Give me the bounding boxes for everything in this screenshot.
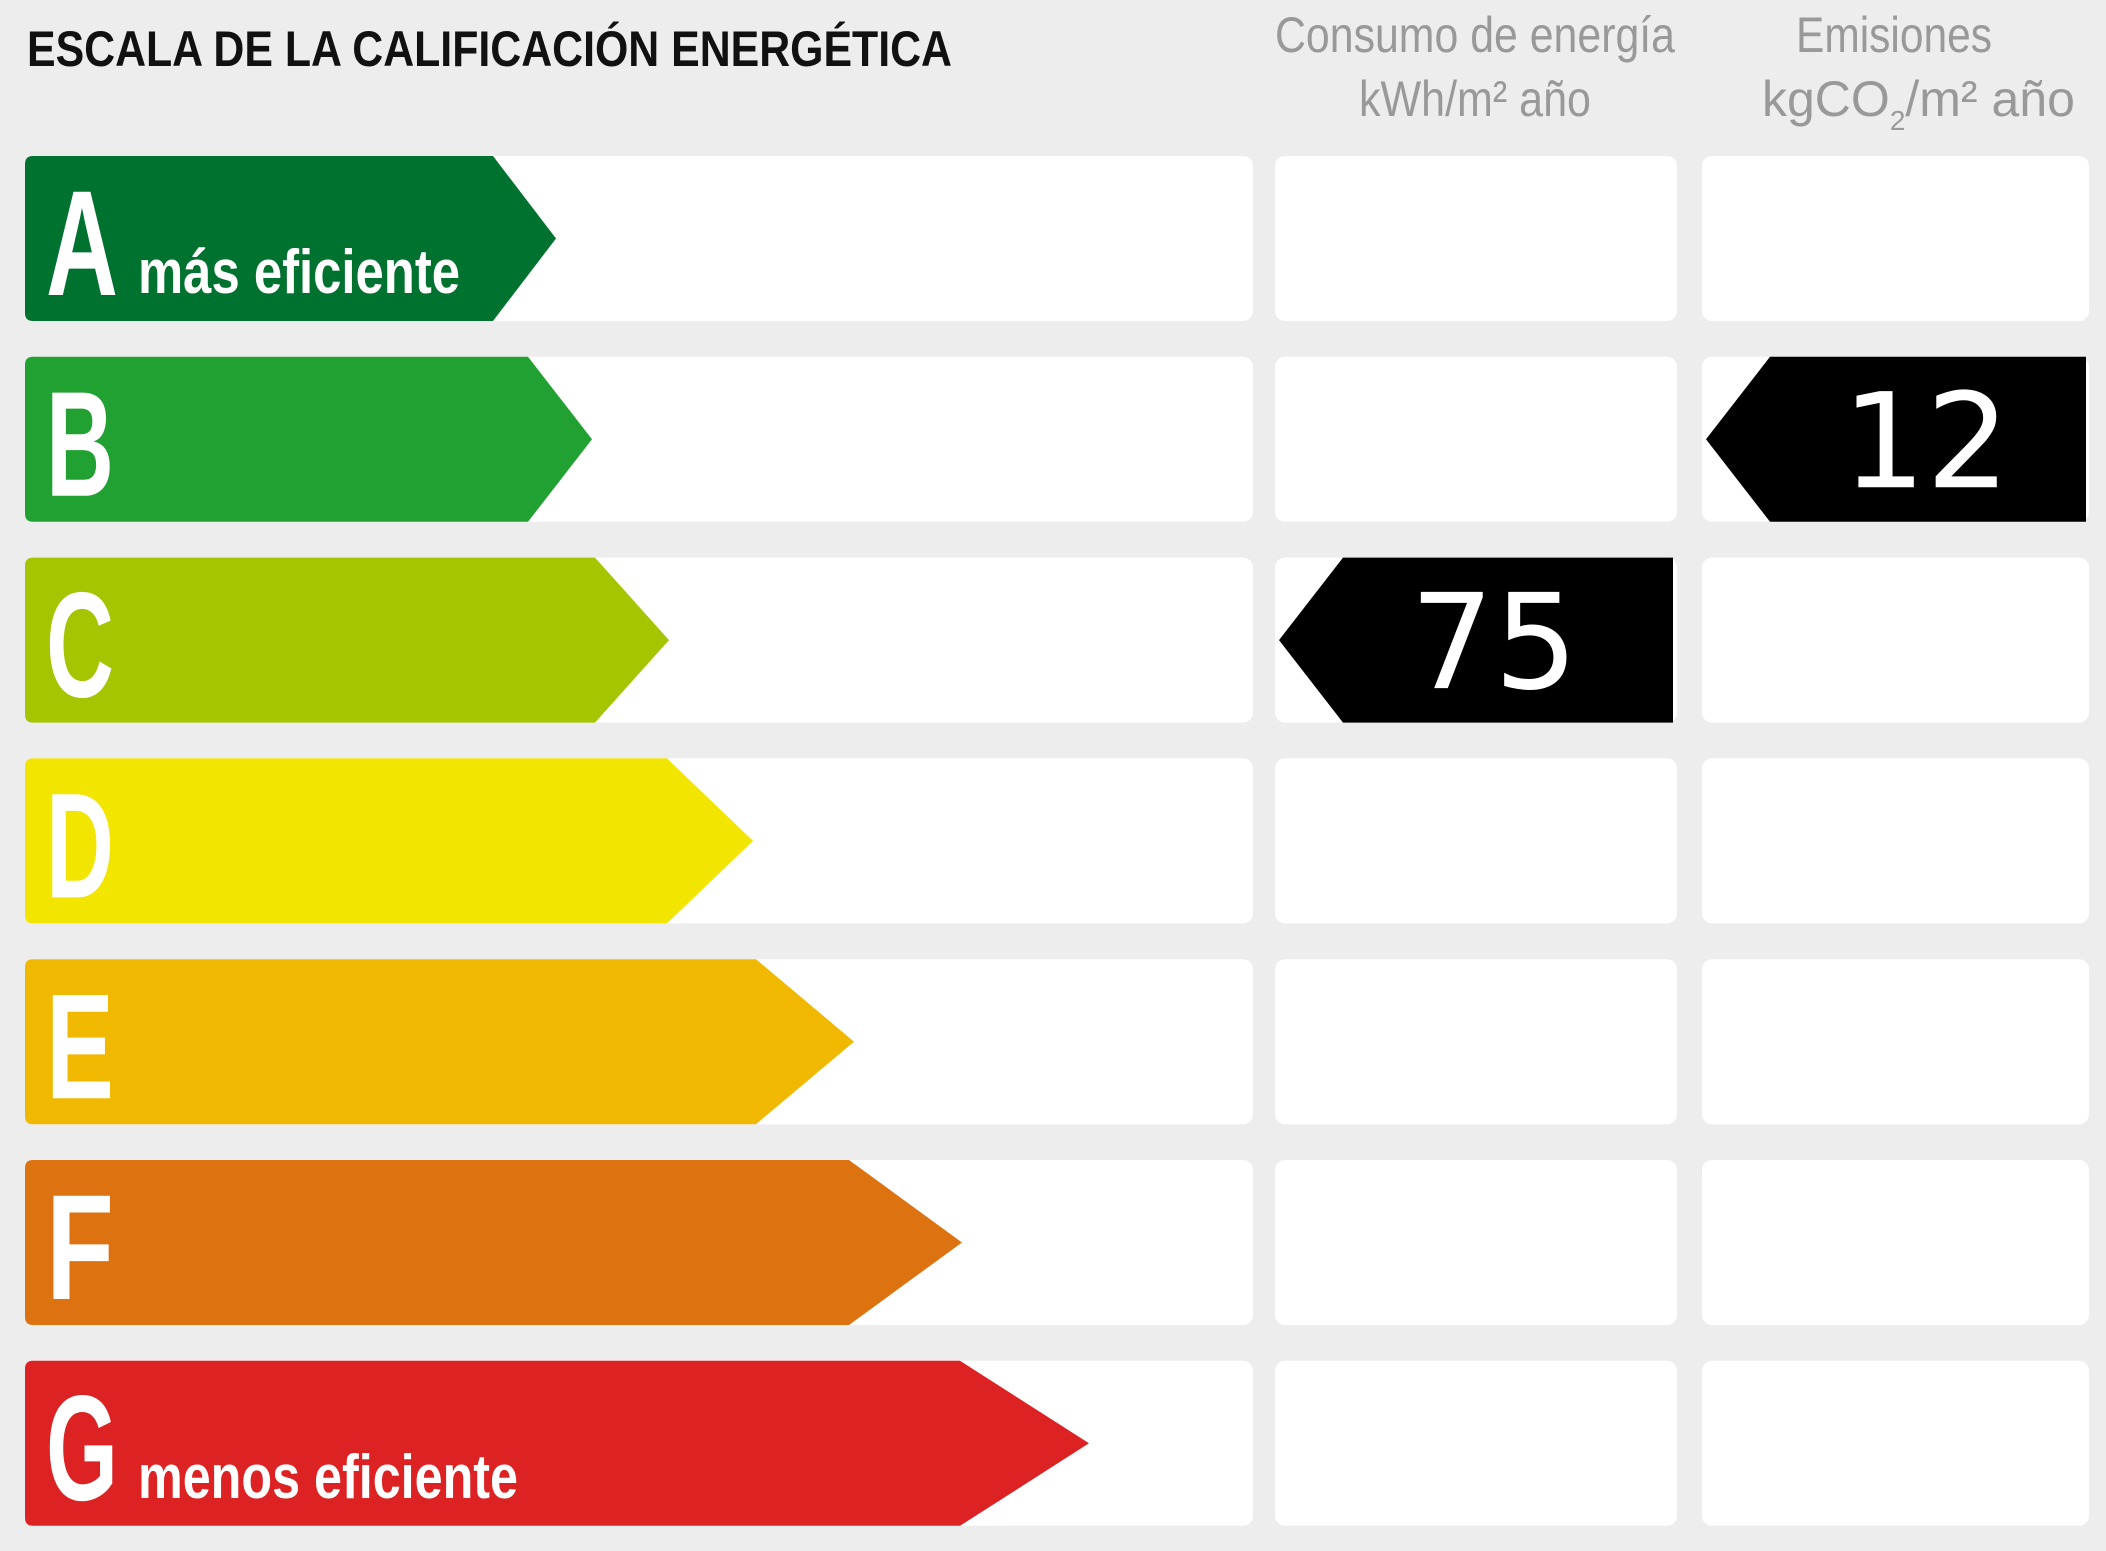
emisiones-unit-sub: 2 [1890, 105, 1906, 136]
emisiones-indicator-arrow [1706, 356, 2086, 522]
class-letter: A [46, 159, 118, 327]
emisiones-cell [1702, 156, 2089, 321]
rating-row-f: F [25, 1160, 2089, 1331]
emisiones-indicator: 12 [1706, 356, 2086, 522]
emisiones-cell [1702, 557, 2089, 723]
consumo-indicator-value: 75 [1410, 566, 1578, 720]
class-arrow-f [25, 1160, 962, 1325]
class-label: menos eficiente [138, 1443, 518, 1512]
page-title: ESCALA DE LA CALIFICACIÓN ENERGÉTICA [27, 21, 952, 77]
emisiones-header: Emisiones [1796, 7, 1992, 63]
class-letter: F [46, 1163, 114, 1331]
emisiones-cell [1702, 959, 2089, 1125]
class-arrow-d [25, 758, 753, 924]
rating-row-b: B [25, 356, 2089, 528]
consumo-cell [1275, 356, 1677, 522]
class-arrow-b [25, 356, 592, 522]
emisiones-cell [1702, 1160, 2089, 1325]
consumo-cell [1275, 959, 1677, 1125]
class-letter: G [46, 1364, 118, 1532]
class-letter: E [46, 962, 114, 1130]
class-arrow-c [25, 557, 669, 723]
rating-row-e: E [25, 959, 2089, 1130]
emisiones-cell [1702, 758, 2089, 924]
consumo-header: Consumo de energía [1275, 7, 1675, 63]
emisiones-unit-b: /m² año [1905, 71, 2075, 127]
consumo-cell [1275, 1160, 1677, 1325]
rating-row-c: C [25, 557, 2089, 729]
consumo-indicator: 75 [1279, 557, 1673, 723]
class-arrow-g [25, 1360, 1089, 1526]
class-letter: C [46, 561, 114, 729]
consumo-unit: kWh/m² año [1359, 71, 1591, 127]
class-arrow-e [25, 959, 854, 1125]
rating-row-d: D [25, 758, 2089, 929]
consumo-indicator-arrow [1279, 557, 1673, 723]
class-arrow-a [25, 156, 556, 321]
emisiones-indicator-value: 12 [1842, 365, 2010, 519]
consumo-cell [1275, 156, 1677, 321]
emisiones-unit-a: kgCO [1762, 71, 1890, 127]
consumo-cell [1275, 758, 1677, 924]
class-letter: D [46, 761, 114, 929]
class-letter: B [46, 360, 114, 528]
emisiones-cell [1702, 1360, 2089, 1526]
class-label: más eficiente [138, 238, 460, 307]
consumo-cell [1275, 1360, 1677, 1526]
emisiones-unit: kgCO2/m² año [1762, 71, 2075, 136]
